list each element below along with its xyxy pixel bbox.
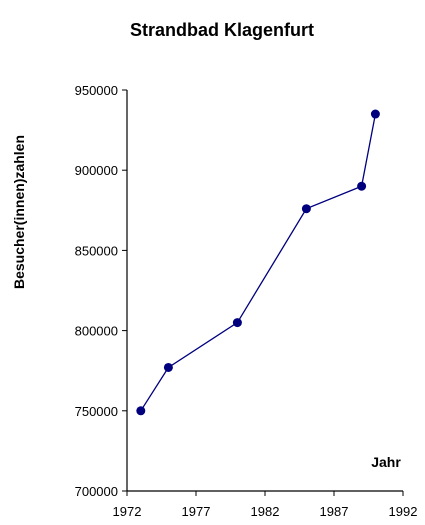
chart-title: Strandbad Klagenfurt <box>130 20 314 40</box>
data-point-marker <box>301 204 311 214</box>
y-axis-tick-label: 700000 <box>75 484 118 499</box>
x-axis-ticks: 1972 1977 1982 1987 1992 <box>113 491 418 519</box>
data-point-marker <box>357 181 367 191</box>
y-axis-tick-label: 850000 <box>75 243 118 258</box>
y-axis-tick-label: 800000 <box>75 324 118 339</box>
series-line <box>140 113 377 412</box>
y-axis-tick-label: 750000 <box>75 404 118 419</box>
x-axis-tick-label: 1982 <box>251 504 280 519</box>
y-axis-label: Besucher(innen)zahlen <box>11 135 27 289</box>
data-point-marker <box>370 109 380 119</box>
x-axis-tick-label: 1987 <box>320 504 349 519</box>
y-axis-ticks: 700000 750000 800000 850000 900000 950000 <box>75 83 127 499</box>
x-axis-tick-label: 1992 <box>389 504 418 519</box>
data-point-marker <box>232 318 242 328</box>
x-axis-label: Jahr <box>371 454 401 470</box>
x-axis-tick-label: 1977 <box>182 504 211 519</box>
series-layer <box>136 109 380 416</box>
x-axis-tick-label: 1972 <box>113 504 142 519</box>
data-point-marker <box>136 406 146 416</box>
y-axis-tick-label: 900000 <box>75 163 118 178</box>
y-axis-tick-label: 950000 <box>75 83 118 98</box>
data-point-marker <box>163 362 173 372</box>
